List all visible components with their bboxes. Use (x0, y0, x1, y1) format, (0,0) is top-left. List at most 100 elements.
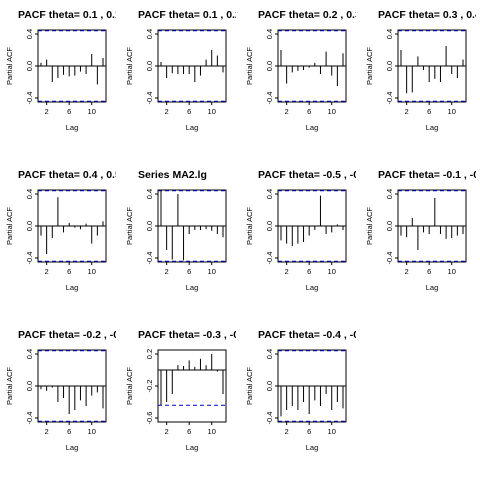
x-tick-label: 6 (307, 267, 311, 276)
y-tick-label: 0.4 (265, 29, 274, 39)
pacf-plot: -0.4 0.0 0.4 2 6 10 Lag Partial ACF (125, 29, 227, 132)
x-tick-label: 2 (165, 107, 169, 116)
y-tick-label: 0.4 (265, 189, 274, 199)
y-tick-label: -0.4 (265, 252, 274, 265)
x-tick-label: 6 (67, 267, 71, 276)
pacf-plot: -0.6 -0.2 0.2 2 6 10 Lag Partial ACF (125, 349, 227, 452)
y-tick-label: 0.2 (145, 349, 154, 359)
y-tick-label: -0.6 (145, 412, 154, 425)
y-tick-label: 0.0 (265, 221, 274, 231)
pacf-panel: PACF theta= 0.3 , 0.4 -0.4 0.0 0.4 2 6 10 Lag Pa… (360, 0, 476, 160)
panel-title: PACF theta= 0.4 , 0.5 (18, 169, 116, 181)
panel-title: PACF theta= -0.4 , -0.5 (258, 329, 356, 341)
y-tick-label: 0.0 (265, 61, 274, 71)
x-tick-label: 2 (285, 267, 289, 276)
pacf-panel: PACF theta= -0.2 , -0.3 -0.4 0.0 0.4 2 6 10 Lag… (0, 320, 116, 480)
y-tick-label: 0.4 (265, 349, 274, 359)
y-axis-label: Partial ACF (125, 367, 134, 405)
x-tick-label: 10 (208, 427, 216, 436)
y-tick-label: 0.4 (385, 29, 394, 39)
x-tick-label: 2 (285, 427, 289, 436)
y-tick-label: 0.4 (385, 189, 394, 199)
pacf-plot: -0.4 0.0 0.4 2 6 10 Lag Partial ACF (365, 189, 467, 292)
y-axis-label: Partial ACF (5, 47, 14, 85)
y-axis-label: Partial ACF (5, 367, 14, 405)
pacf-panel: PACF theta= -0.4 , -0.5 -0.4 0.0 0.4 2 6 10 Lag… (240, 320, 356, 480)
y-tick-label: -0.4 (25, 252, 34, 265)
y-tick-label: 0.0 (25, 381, 34, 391)
x-tick-label: 2 (285, 107, 289, 116)
x-tick-label: 10 (88, 107, 96, 116)
pacf-panel: PACF theta= 0.4 , 0.5 -0.4 0.0 0.4 2 6 10 Lag Pa… (0, 160, 116, 320)
pacf-plot: -0.4 0.0 0.4 2 6 10 Lag Partial ACF (245, 189, 347, 292)
y-tick-label: -0.4 (25, 92, 34, 105)
y-tick-label: -0.2 (145, 380, 154, 393)
x-axis-label: Lag (426, 283, 439, 292)
y-tick-label: 0.0 (265, 381, 274, 391)
y-axis-label: Partial ACF (365, 207, 374, 245)
x-tick-label: 2 (405, 107, 409, 116)
x-tick-label: 2 (45, 427, 49, 436)
x-axis-label: Lag (186, 283, 199, 292)
panel-title: Series MA2.lg (138, 169, 207, 181)
x-tick-label: 10 (448, 107, 456, 116)
x-tick-label: 6 (187, 107, 191, 116)
panel-title: PACF theta= 0.1 , 0.2 (138, 9, 236, 21)
x-tick-label: 2 (405, 267, 409, 276)
panel-title: PACF theta= -0.1 , -0.2 (378, 169, 476, 181)
y-tick-label: 0.4 (25, 189, 34, 199)
x-tick-label: 10 (88, 427, 96, 436)
y-tick-label: -0.4 (385, 252, 394, 265)
y-axis-label: Partial ACF (245, 207, 254, 245)
pacf-plot: -0.4 0.0 0.4 2 6 10 Lag Partial ACF (245, 29, 347, 132)
x-axis-label: Lag (186, 123, 199, 132)
x-tick-label: 10 (448, 267, 456, 276)
x-tick-label: 6 (187, 267, 191, 276)
y-tick-label: -0.4 (145, 252, 154, 265)
y-tick-label: -0.4 (265, 412, 274, 425)
x-tick-label: 6 (187, 427, 191, 436)
pacf-panel: PACF theta= 0.1 , 0.1 -0.4 0.0 0.4 2 6 10 Lag Pa… (0, 0, 116, 160)
panel-title: PACF theta= 0.1 , 0.1 (18, 9, 116, 21)
panel-title: PACF theta= 0.3 , 0.4 (378, 9, 476, 21)
pacf-panel: PACF theta= -0.3 , -0.4 -0.6 -0.2 0.2 2 6 10 La… (120, 320, 236, 480)
y-axis-label: Partial ACF (245, 367, 254, 405)
x-tick-label: 6 (67, 427, 71, 436)
y-tick-label: -0.4 (385, 92, 394, 105)
y-tick-label: 0.0 (145, 61, 154, 71)
y-tick-label: 0.0 (145, 221, 154, 231)
y-tick-label: 0.4 (145, 29, 154, 39)
x-tick-label: 6 (427, 107, 431, 116)
y-tick-label: 0.4 (145, 189, 154, 199)
pacf-panel: PACF theta= 0.2 , 0.3 -0.4 0.0 0.4 2 6 10 Lag Pa… (240, 0, 356, 160)
y-tick-label: 0.4 (25, 29, 34, 39)
x-tick-label: 6 (67, 107, 71, 116)
panel-title: PACF theta= 0.2 , 0.3 (258, 9, 356, 21)
y-tick-label: -0.4 (145, 92, 154, 105)
x-tick-label: 2 (45, 267, 49, 276)
y-tick-label: 0.0 (25, 61, 34, 71)
x-axis-label: Lag (306, 443, 319, 452)
x-tick-label: 10 (328, 427, 336, 436)
x-tick-label: 10 (328, 267, 336, 276)
x-tick-label: 10 (88, 267, 96, 276)
x-axis-label: Lag (66, 283, 79, 292)
x-axis-label: Lag (66, 443, 79, 452)
y-tick-label: 0.0 (385, 61, 394, 71)
x-tick-label: 6 (307, 107, 311, 116)
x-tick-label: 10 (328, 107, 336, 116)
x-axis-label: Lag (306, 283, 319, 292)
panel-title: PACF theta= -0.2 , -0.3 (18, 329, 116, 341)
x-tick-label: 6 (427, 267, 431, 276)
pacf-plot: -0.4 0.0 0.4 2 6 10 Lag Partial ACF (5, 29, 107, 132)
y-axis-label: Partial ACF (245, 47, 254, 85)
panel-title: PACF theta= -0.5 , -0.5 (258, 169, 356, 181)
x-axis-label: Lag (186, 443, 199, 452)
x-tick-label: 6 (307, 427, 311, 436)
pacf-plot: -0.4 0.0 0.4 2 6 10 Lag Partial ACF (5, 189, 107, 292)
y-tick-label: 0.0 (25, 221, 34, 231)
plot-frame (157, 349, 227, 423)
panel-title: PACF theta= -0.3 , -0.4 (138, 329, 236, 341)
x-tick-label: 10 (208, 267, 216, 276)
